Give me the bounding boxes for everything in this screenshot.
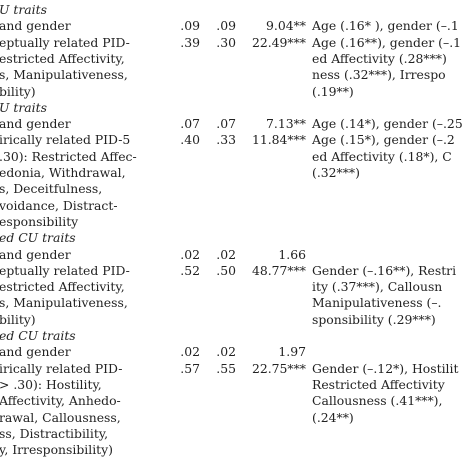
adjusted-r-squared-cell: .02 <box>216 344 236 360</box>
table-row: and gender .07 .07 7.13** Age (.14*), gender… <box>0 116 474 132</box>
adjusted-r-squared-cell: .30 <box>216 34 236 50</box>
predictor-cell: s, Manipulativeness, <box>0 295 128 311</box>
table-row: > .30): Hostility, Restricted Affectivity <box>0 377 474 393</box>
table-row: U traits <box>0 100 474 116</box>
table-row: bility) sponsibility (.29***) <box>0 312 474 328</box>
table-row: bility) (.19**) <box>0 84 474 100</box>
predictor-cell: estricted Affectivity, <box>0 50 125 66</box>
f-value-cell: 7.13** <box>266 116 306 132</box>
table-row: eptually related PID- .52 .50 48.77*** Gende… <box>0 263 474 279</box>
predictor-cell: and gender <box>0 344 71 360</box>
predictor-cell: y, Irresponsibility) <box>0 442 113 458</box>
predictor-cell: edonia, Withdrawal, <box>0 165 126 180</box>
coefficients-cell: Age (.14*), gender (–.25 <box>312 116 463 132</box>
table-row: estricted Affectivity, ity (.37***), Call… <box>0 279 474 295</box>
table-row: and gender .09 .09 9.04** Age (.16* ), gende… <box>0 18 474 34</box>
predictor-cell: rawal, Callousness, <box>0 409 121 425</box>
coefficients-cell: sponsibility (.29***) <box>312 311 436 327</box>
adjusted-r-squared-cell: .50 <box>216 262 236 278</box>
coefficients-cell: (.19**) <box>312 83 354 99</box>
predictor-cell: > .30): Hostility, <box>0 376 102 392</box>
predictor-cell: s, Manipulativeness, <box>0 67 128 83</box>
r-squared-cell: .39 <box>180 34 200 50</box>
coefficients-cell: Gender (–.12*), Hostilit <box>312 360 459 376</box>
predictor-cell: bility) <box>0 83 36 99</box>
predictor-cell: estricted Affectivity, <box>0 279 125 295</box>
table-row: estricted Affectivity, ed Affectivity (.2… <box>0 51 474 67</box>
coefficients-cell: Age (.16* ), gender (–.1 <box>312 18 459 34</box>
f-value-cell: 22.49*** <box>251 34 306 50</box>
table-row: Affectivity, Anhedo- Callousness (.41***)… <box>0 393 474 409</box>
predictor-cell: .30): Restricted Affec- <box>0 148 137 164</box>
f-value-cell: 22.75*** <box>251 360 306 376</box>
adjusted-r-squared-cell: .02 <box>216 246 236 262</box>
table-row: ed CU traits <box>0 328 474 344</box>
r-squared-cell: .40 <box>180 132 200 148</box>
r-squared-cell: .02 <box>180 344 200 360</box>
predictor-cell: and gender <box>0 18 71 34</box>
predictor-cell: U traits <box>0 2 47 17</box>
table-row: and gender .02 .02 1.97 <box>0 344 474 360</box>
f-value-cell: 1.66 <box>278 246 306 262</box>
predictor-cell: esponsibility <box>0 213 79 229</box>
coefficients-cell: Manipulativeness (–. <box>312 295 442 311</box>
table-row: eptually related PID- .39 .30 22.49*** Age (… <box>0 35 474 51</box>
f-value-cell: 1.97 <box>278 344 306 360</box>
predictor-cell: voidance, Distract- <box>0 197 118 213</box>
table-row: .30): Restricted Affec-ed Affectivity (.… <box>0 149 474 165</box>
table-row: ed CU traits <box>0 230 474 246</box>
r-squared-cell: .07 <box>180 116 200 132</box>
predictor-cell: bility) <box>0 311 36 327</box>
table-row <box>0 458 474 474</box>
table-row: irically related PID- .57 .55 22.75*** Gende… <box>0 361 474 377</box>
coefficients-cell: ity (.37***), Callousn <box>312 279 443 295</box>
r-squared-cell: .52 <box>180 262 200 278</box>
table-row: edonia, Withdrawal, (.32***) <box>0 165 474 181</box>
table-row: rawal, Callousness, (.24**) <box>0 410 474 426</box>
predictor-cell: eptually related PID- <box>0 34 130 50</box>
predictor-cell: Affectivity, Anhedo- <box>0 393 121 409</box>
f-value-cell: 9.04** <box>266 18 306 34</box>
table-row: U traits <box>0 2 474 18</box>
adjusted-r-squared-cell: .07 <box>216 116 236 132</box>
coefficients-cell: Age (.15*), gender (–.2 <box>312 132 455 148</box>
f-value-cell: 48.77*** <box>251 262 306 278</box>
coefficients-cell: (.24**) <box>312 409 354 425</box>
coefficients-cell: ed Affectivity (.28***) <box>312 50 447 66</box>
adjusted-r-squared-cell: .55 <box>216 360 236 376</box>
coefficients-cell: (.32***) <box>312 165 360 180</box>
predictor-cell: and gender <box>0 246 71 262</box>
coefficients-cell: Restricted Affectivity <box>312 376 445 392</box>
table-row: irically related PID-5 .40 .33 11.84*** Age … <box>0 132 474 148</box>
predictor-cell: irically related PID-5 <box>0 132 131 148</box>
r-squared-cell: .02 <box>180 246 200 262</box>
table-row: y, Irresponsibility) <box>0 442 474 458</box>
predictor-cell: eptually related PID- <box>0 262 130 278</box>
coefficients-cell: Age (.16**), gender (–.1 <box>312 34 462 50</box>
table-row: ss, Distractibility, <box>0 426 474 442</box>
table-row: s, Manipulativeness, Manipulativeness (–. <box>0 295 474 311</box>
coefficients-cell: Gender (–.16**), Restri <box>312 262 457 278</box>
table-row: and gender .02 .02 1.66 <box>0 247 474 263</box>
adjusted-r-squared-cell: .33 <box>216 132 236 148</box>
f-value-cell: 11.84*** <box>251 132 306 148</box>
coefficients-cell: ed Affectivity (.18*), C <box>312 148 452 164</box>
predictor-cell: ss, Distractibility, <box>0 425 109 441</box>
r-squared-cell: .09 <box>180 18 200 34</box>
predictor-cell: irically related PID- <box>0 360 123 376</box>
predictor-cell: U traits <box>0 99 47 115</box>
predictor-cell: and gender <box>0 116 71 132</box>
table-row: voidance, Distract- <box>0 198 474 214</box>
predictor-cell: ed CU traits <box>0 328 76 343</box>
predictor-cell: s, Deceitfulness, <box>0 181 103 197</box>
table-row: s, Manipulativeness, ness (.32***), Irres… <box>0 67 474 83</box>
table-row: s, Deceitfulness, <box>0 181 474 197</box>
coefficients-cell: Callousness (.41***), <box>312 393 443 409</box>
coefficients-cell: ness (.32***), Irrespo <box>312 67 446 83</box>
r-squared-cell: .57 <box>180 360 200 376</box>
adjusted-r-squared-cell: .09 <box>216 18 236 34</box>
predictor-cell: ed CU traits <box>0 230 76 246</box>
table-row: esponsibility <box>0 214 474 230</box>
